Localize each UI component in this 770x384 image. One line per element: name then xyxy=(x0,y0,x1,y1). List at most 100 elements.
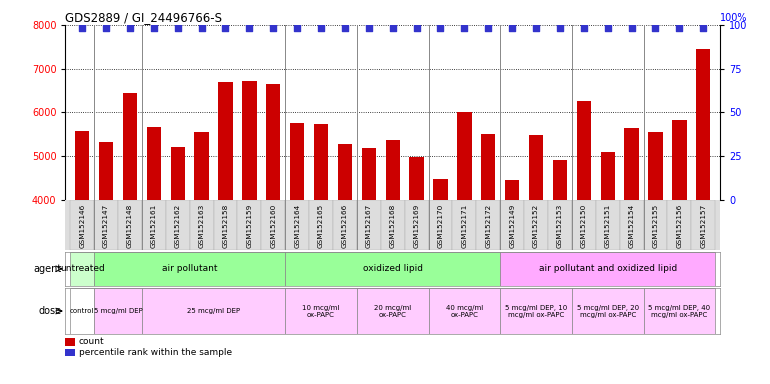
Bar xyxy=(70,200,94,250)
Bar xyxy=(429,200,453,250)
Point xyxy=(267,25,280,31)
Bar xyxy=(118,200,142,250)
Text: air pollutant: air pollutant xyxy=(162,264,217,273)
Bar xyxy=(333,200,357,250)
Point xyxy=(578,25,590,31)
Point xyxy=(387,25,399,31)
Bar xyxy=(505,180,519,200)
Text: control: control xyxy=(70,308,95,314)
Text: GSM152158: GSM152158 xyxy=(223,204,229,248)
Text: GSM152160: GSM152160 xyxy=(270,204,276,248)
Bar xyxy=(243,81,256,200)
Bar xyxy=(166,200,189,250)
Point xyxy=(196,25,208,31)
Text: GSM152169: GSM152169 xyxy=(413,204,420,248)
Text: GSM152168: GSM152168 xyxy=(390,204,396,248)
Bar xyxy=(553,161,567,200)
Bar xyxy=(314,124,328,200)
Bar xyxy=(75,131,89,200)
Text: GSM152159: GSM152159 xyxy=(246,204,253,248)
Bar xyxy=(577,101,591,200)
Bar xyxy=(219,82,233,200)
Text: GSM152162: GSM152162 xyxy=(175,204,181,248)
Bar xyxy=(357,200,380,250)
Bar xyxy=(601,152,615,200)
Bar xyxy=(65,349,75,356)
Bar xyxy=(290,123,304,200)
Text: oxidized lipid: oxidized lipid xyxy=(363,264,423,273)
Point xyxy=(124,25,136,31)
Point xyxy=(649,25,661,31)
Bar xyxy=(142,200,166,250)
Point xyxy=(458,25,470,31)
Bar xyxy=(70,252,94,286)
Bar xyxy=(285,288,357,334)
Point xyxy=(673,25,685,31)
Text: 5 mcg/ml DEP, 10
mcg/ml ox-PAPC: 5 mcg/ml DEP, 10 mcg/ml ox-PAPC xyxy=(505,305,567,318)
Bar xyxy=(648,132,663,200)
Text: 5 mcg/ml DEP: 5 mcg/ml DEP xyxy=(94,308,142,314)
Text: GSM152149: GSM152149 xyxy=(509,204,515,248)
Bar xyxy=(691,200,715,250)
Bar xyxy=(529,135,543,200)
Bar xyxy=(142,288,285,334)
Point xyxy=(601,25,614,31)
Point xyxy=(625,25,638,31)
Bar xyxy=(309,200,333,250)
Bar xyxy=(620,200,644,250)
Point xyxy=(506,25,518,31)
Text: count: count xyxy=(79,338,104,346)
Bar xyxy=(99,142,113,200)
Bar xyxy=(500,200,524,250)
Bar xyxy=(146,127,161,200)
Bar xyxy=(481,134,495,200)
Text: GSM152147: GSM152147 xyxy=(103,204,109,248)
Text: GSM152166: GSM152166 xyxy=(342,204,348,248)
Bar xyxy=(572,200,596,250)
Point xyxy=(148,25,160,31)
Bar xyxy=(94,252,285,286)
Bar xyxy=(285,252,500,286)
Bar xyxy=(524,200,548,250)
Bar xyxy=(453,200,477,250)
Point xyxy=(172,25,184,31)
Text: dose: dose xyxy=(38,306,62,316)
Bar xyxy=(644,200,668,250)
Bar xyxy=(261,200,285,250)
Point xyxy=(339,25,351,31)
Text: 5 mcg/ml DEP, 20
mcg/ml ox-PAPC: 5 mcg/ml DEP, 20 mcg/ml ox-PAPC xyxy=(577,305,639,318)
Bar xyxy=(410,157,424,200)
Bar xyxy=(195,132,209,200)
Text: agent: agent xyxy=(33,264,62,274)
Text: GSM152151: GSM152151 xyxy=(604,204,611,248)
Bar xyxy=(500,288,572,334)
Bar xyxy=(65,338,75,346)
Point xyxy=(697,25,709,31)
Text: GSM152146: GSM152146 xyxy=(79,204,85,248)
Text: 5 mcg/ml DEP, 40
mcg/ml ox-PAPC: 5 mcg/ml DEP, 40 mcg/ml ox-PAPC xyxy=(648,305,711,318)
Text: 40 mcg/ml
ox-PAPC: 40 mcg/ml ox-PAPC xyxy=(446,305,483,318)
Bar xyxy=(170,147,185,200)
Bar xyxy=(362,148,376,200)
Point xyxy=(315,25,327,31)
Bar xyxy=(672,120,687,200)
Text: GSM152161: GSM152161 xyxy=(151,204,157,248)
Point xyxy=(554,25,566,31)
Bar xyxy=(386,140,400,200)
Text: GSM152172: GSM152172 xyxy=(485,204,491,248)
Point xyxy=(363,25,375,31)
Bar xyxy=(338,144,352,200)
Text: GSM152154: GSM152154 xyxy=(628,204,634,248)
Bar xyxy=(668,200,691,250)
Point xyxy=(76,25,89,31)
Text: GSM152155: GSM152155 xyxy=(652,204,658,248)
Text: GSM152171: GSM152171 xyxy=(461,204,467,248)
Bar xyxy=(285,200,309,250)
Text: 100%: 100% xyxy=(720,13,748,23)
Point xyxy=(100,25,112,31)
Text: GSM152156: GSM152156 xyxy=(676,204,682,248)
Bar xyxy=(237,200,261,250)
Bar xyxy=(572,288,644,334)
Point xyxy=(434,25,447,31)
Text: GSM152148: GSM152148 xyxy=(127,204,133,248)
